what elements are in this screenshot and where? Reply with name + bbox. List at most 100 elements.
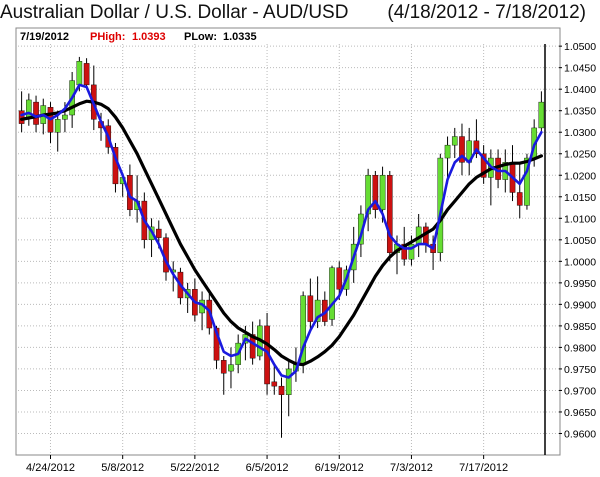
- candle-body-up: [329, 267, 335, 320]
- y-tick-label: 1.0150: [564, 192, 596, 204]
- x-tick-label: 6/19/2012: [315, 462, 364, 474]
- y-axis: 1.0500 1.0450 1.0400 1.0350 1.0300 1.0250 1.02…: [559, 41, 596, 440]
- candle-body-down: [386, 175, 393, 253]
- fast-ma-line: [20, 83, 543, 379]
- candle: [184, 282, 191, 313]
- y-tick-label: 0.9750: [564, 364, 596, 376]
- candle-body-down: [372, 175, 379, 210]
- chart-title: Australian Dollar / U.S. Dollar - AUD/US…: [0, 0, 600, 26]
- y-tick-label: 1.0000: [564, 256, 596, 268]
- y-tick-label: 1.0100: [564, 213, 596, 225]
- candle: [307, 278, 314, 331]
- candle: [538, 91, 545, 133]
- x-tick-label: 7/17/2012: [459, 462, 508, 474]
- candle-body-up: [62, 114, 68, 120]
- candle: [33, 95, 39, 133]
- slow-ma-line: [20, 99, 544, 367]
- candle-body-down: [307, 295, 314, 322]
- candle-body-down: [516, 192, 523, 206]
- candle-body-up: [285, 368, 292, 395]
- candle: [18, 91, 25, 133]
- y-tick-label: 1.0400: [564, 84, 596, 96]
- candle: [285, 360, 292, 417]
- candle: [278, 377, 285, 438]
- candle-body-down: [278, 385, 285, 395]
- candle-body-up: [538, 101, 545, 129]
- candle-body-down: [480, 153, 487, 178]
- candle: [322, 291, 328, 326]
- candle-body-up: [54, 119, 61, 133]
- candle-body-down: [473, 140, 480, 154]
- candle: [300, 291, 306, 374]
- date-range: (4/18/2012 - 7/18/2012): [387, 2, 586, 23]
- candle-body-up: [408, 243, 415, 260]
- candle-body-up: [379, 175, 386, 210]
- candle: [54, 110, 61, 152]
- candle: [423, 222, 429, 253]
- info-high-label: PHigh:: [90, 31, 125, 43]
- candle: [372, 170, 379, 219]
- y-tick-label: 1.0500: [564, 41, 596, 53]
- y-tick-label: 1.0050: [564, 235, 596, 247]
- y-tick-label: 0.9850: [564, 321, 596, 333]
- y-tick-label: 0.9700: [564, 385, 596, 397]
- pair-title: Australian Dollar / U.S. Dollar - AUD/US…: [0, 2, 349, 23]
- candle-body-down: [336, 267, 343, 290]
- x-tick-label: 4/24/2012: [26, 462, 75, 474]
- moving-averages: [20, 83, 544, 379]
- info-low-label: PLow:: [184, 31, 217, 43]
- y-tick-label: 1.0200: [564, 170, 596, 182]
- x-tick-label: 7/3/2012: [390, 462, 433, 474]
- candle: [386, 170, 393, 262]
- candle: [451, 127, 458, 159]
- x-tick-label: 5/8/2012: [101, 462, 144, 474]
- candle: [199, 291, 205, 331]
- candle: [444, 136, 451, 184]
- x-axis: 4/24/2012 5/8/2012 5/22/2012 6/5/2012 6/19/2…: [26, 455, 508, 474]
- candle-body-down: [220, 360, 227, 374]
- candle-body-down: [459, 136, 465, 163]
- candle: [329, 265, 335, 326]
- candle-body-down: [271, 381, 278, 387]
- candle-body-down: [18, 110, 25, 124]
- y-tick-label: 0.9650: [564, 407, 596, 419]
- y-tick-label: 0.9600: [564, 428, 596, 440]
- info-high-value: 1.0393: [132, 31, 166, 43]
- candle-body-down: [33, 101, 39, 125]
- plot-border: [15, 27, 561, 456]
- candle-body-up: [444, 144, 451, 159]
- candle: [83, 58, 90, 90]
- candle-body-down: [83, 63, 90, 86]
- y-tick-label: 1.0300: [564, 127, 596, 139]
- candle: [220, 356, 227, 395]
- candle-body-down: [249, 334, 256, 359]
- y-tick-label: 0.9900: [564, 299, 596, 311]
- x-tick-label: 6/5/2012: [246, 462, 289, 474]
- candle: [365, 168, 371, 232]
- candle: [228, 347, 234, 389]
- candle-body-up: [451, 136, 458, 146]
- candle: [271, 364, 278, 395]
- candle-body-up: [228, 364, 234, 372]
- y-tick-label: 1.0350: [564, 106, 596, 118]
- candle-body-up: [76, 61, 83, 86]
- candle: [26, 93, 32, 126]
- candle-body-up: [314, 299, 321, 322]
- candle: [466, 127, 472, 176]
- candle-body-up: [524, 157, 530, 206]
- y-tick-label: 0.9800: [564, 342, 596, 354]
- candle-body-down: [213, 327, 220, 361]
- candle: [459, 123, 465, 176]
- y-tick-label: 0.9950: [564, 278, 596, 290]
- y-tick-label: 1.0250: [564, 149, 596, 161]
- candle: [516, 162, 523, 219]
- y-tick-label: 1.0450: [564, 63, 596, 75]
- info-date: 7/19/2012: [20, 31, 69, 43]
- candle-body-down: [155, 228, 162, 238]
- candle: [47, 102, 54, 143]
- info-bar: [17, 29, 559, 44]
- candle-body-down: [401, 243, 408, 260]
- candle: [480, 145, 487, 184]
- candle: [148, 218, 155, 258]
